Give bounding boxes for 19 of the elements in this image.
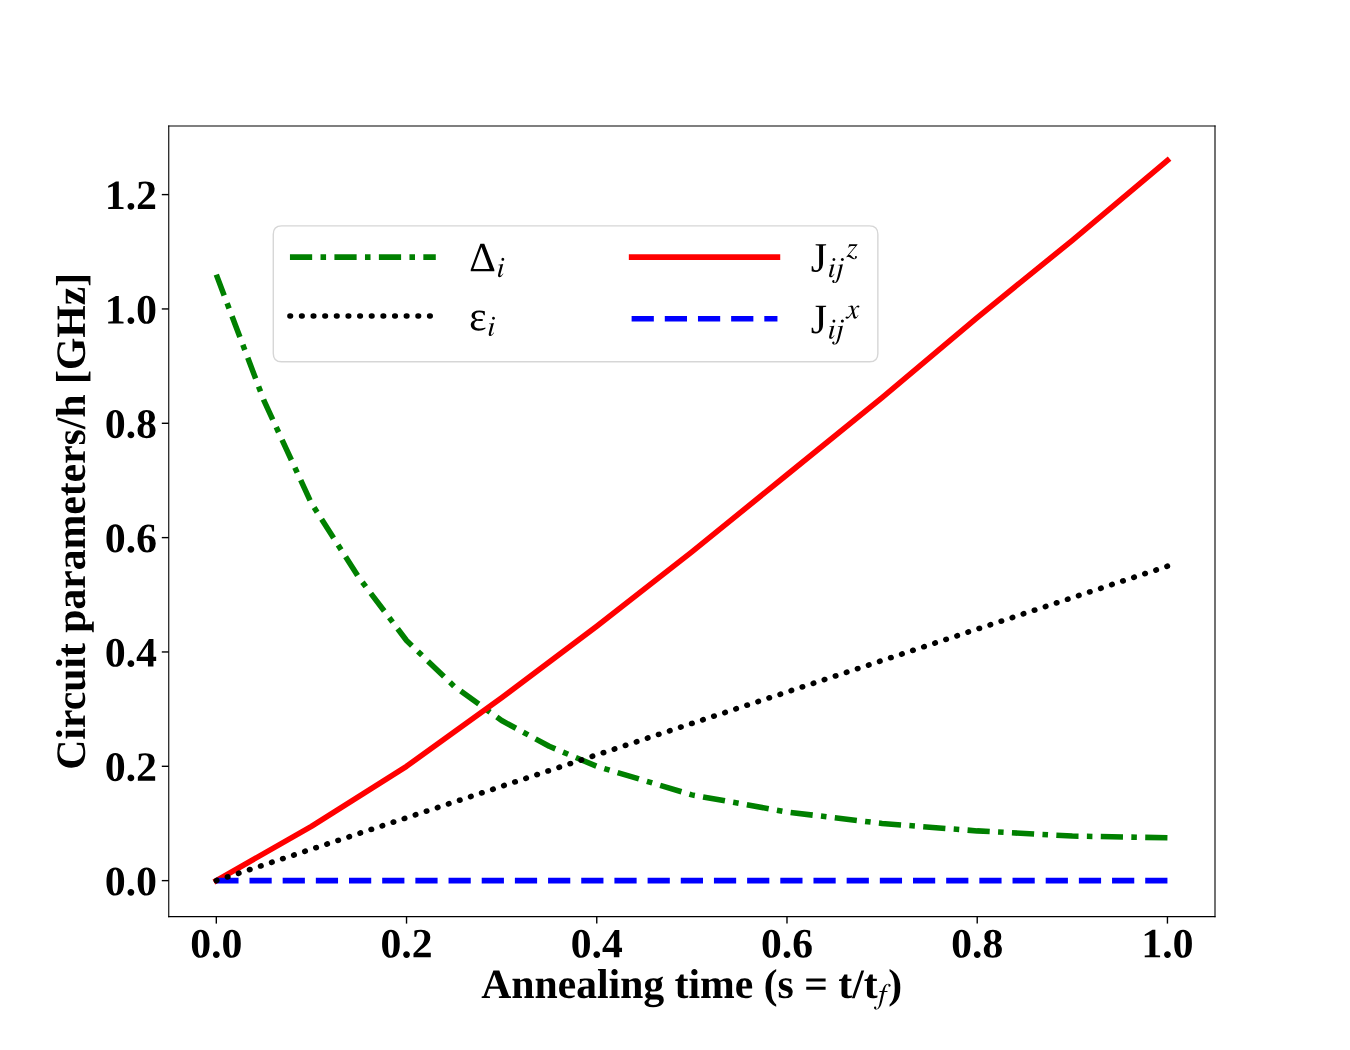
y-tick-label: 0.6	[106, 524, 156, 553]
y-tick-label: 0.2	[106, 753, 156, 782]
y-tick-label: 1.2	[108, 181, 156, 210]
x-axis-title: Annealing time (s = t/t$_{f}$)	[481, 969, 901, 1010]
x-tick-label: 0.6	[762, 929, 812, 958]
legend-label: J$_{ij}$$^{x}$	[811, 305, 860, 345]
x-tick-label: 0.4	[572, 929, 623, 958]
x-tick-label: 0.2	[382, 929, 431, 958]
y-tick-label: 1.0	[108, 295, 156, 324]
x-tick-label: 1.0	[1144, 929, 1192, 958]
y-axis-title: Circuit parameters/h [GHz]	[55, 276, 94, 768]
legend-label: Δ$_{i}$	[470, 243, 505, 278]
legend-label: J$_{ij}$$^{z}$	[811, 244, 858, 284]
legend-label: ε$_{i}$	[470, 310, 495, 337]
y-tick-label: 0.4	[106, 638, 157, 668]
x-tick-label: 0.8	[952, 929, 1002, 958]
x-tick-label: 0.0	[191, 929, 241, 958]
y-tick-label: 0.0	[106, 867, 156, 896]
y-tick-label: 0.8	[106, 410, 156, 439]
